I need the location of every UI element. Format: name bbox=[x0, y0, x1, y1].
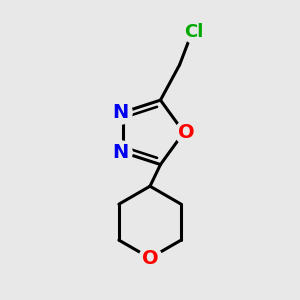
Text: O: O bbox=[142, 249, 158, 268]
Text: O: O bbox=[178, 123, 194, 142]
Text: N: N bbox=[112, 103, 128, 122]
Text: Cl: Cl bbox=[184, 23, 203, 41]
Text: N: N bbox=[112, 143, 128, 162]
